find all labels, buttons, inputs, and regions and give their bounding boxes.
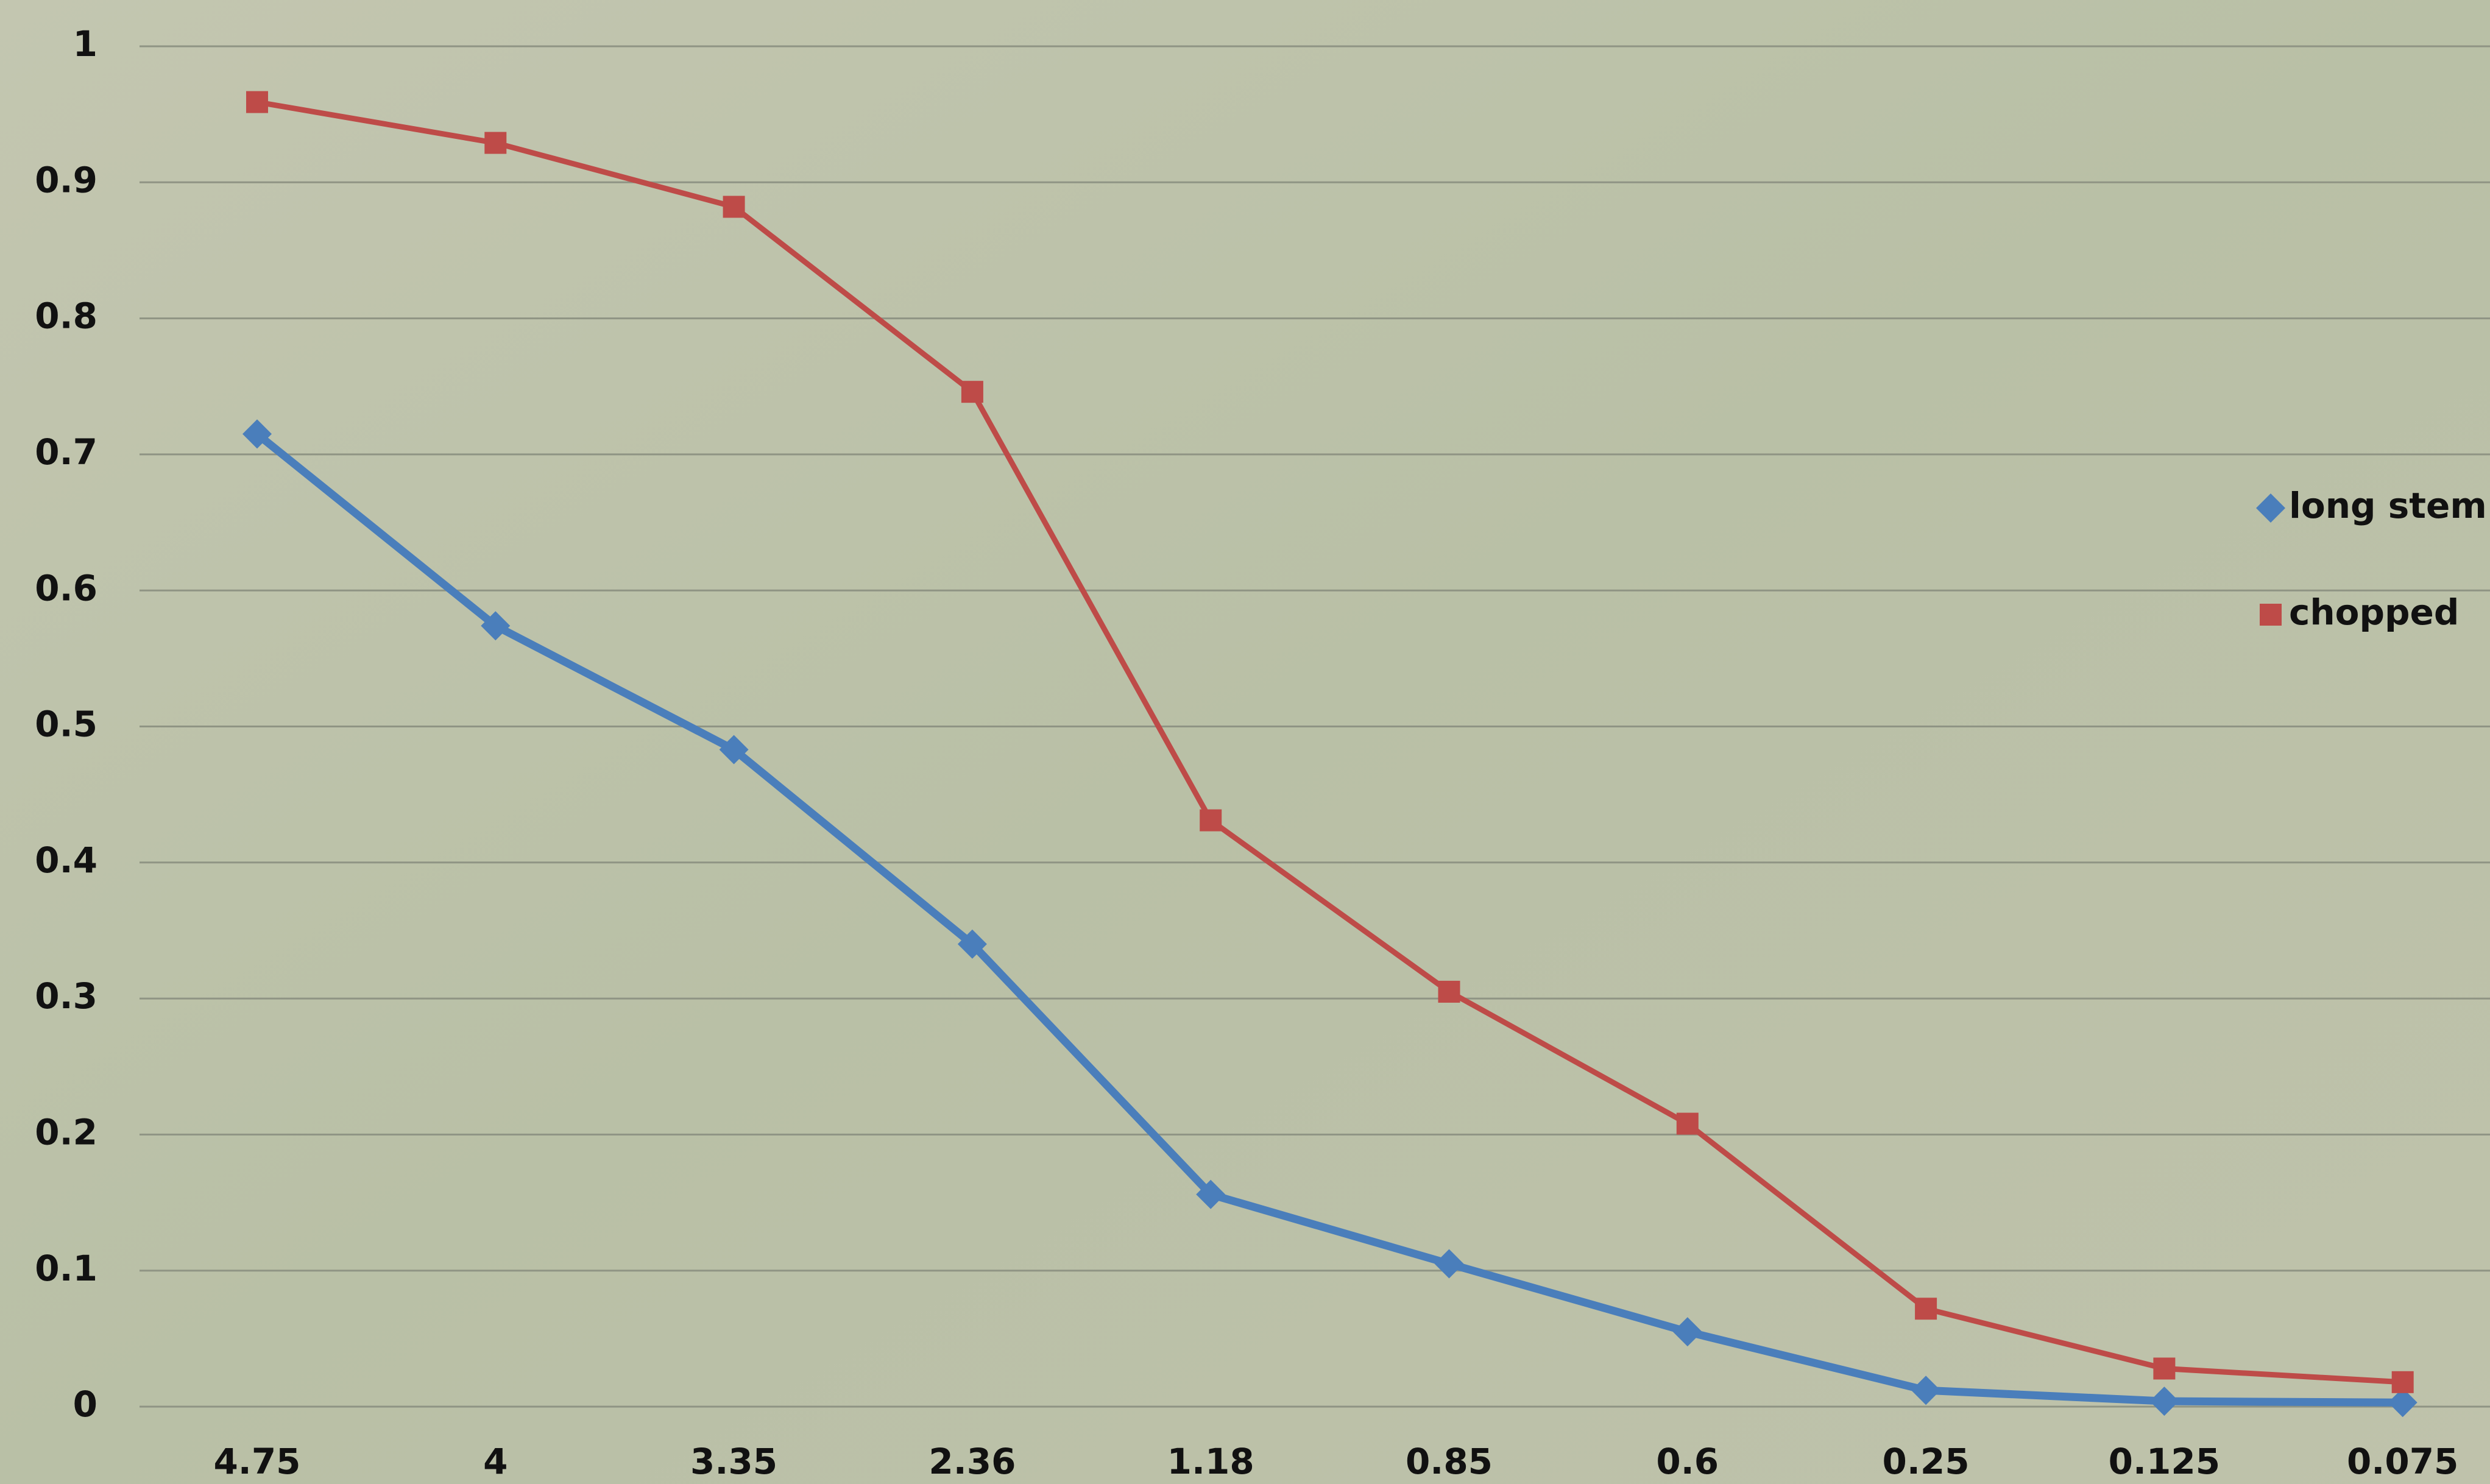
y-tick-label: 0.5 [35, 704, 97, 745]
x-tick-label: 3.35 [690, 1441, 777, 1482]
y-tick-label: 0.1 [35, 1248, 97, 1289]
x-tick-label: 4 [483, 1441, 508, 1482]
chart: 0 0.1 0.2 0.3 0.4 0.5 0.6 0.7 0.8 0.9 1 4.75 4 3.35 2.… [0, 0, 2490, 1484]
x-tick-label: 0.25 [1883, 1441, 1970, 1482]
marker [484, 132, 506, 154]
x-tick-label: 4.75 [213, 1441, 300, 1482]
marker [1200, 810, 1222, 832]
y-tick-label: 1 [73, 23, 97, 65]
x-tick-label: 0.6 [1656, 1441, 1719, 1482]
x-tick-label: 0.125 [2109, 1441, 2220, 1482]
y-tick-label: 0 [73, 1383, 97, 1425]
x-tick-label: 1.18 [1167, 1441, 1254, 1482]
marker [1915, 1298, 1937, 1320]
y-tick-label: 0.7 [35, 431, 97, 473]
y-tick-label: 0.6 [35, 567, 97, 609]
marker [723, 196, 745, 217]
y-tick-label: 0.9 [35, 159, 97, 200]
marker [1438, 981, 1460, 1003]
y-tick-label: 0.3 [35, 975, 97, 1017]
marker [2392, 1371, 2414, 1393]
y-tick-label: 0.2 [35, 1112, 97, 1153]
marker [2153, 1357, 2175, 1379]
page: {"chart_data": {"type": "line", "categor… [0, 0, 2490, 1484]
x-tick-label: 0.075 [2347, 1441, 2458, 1482]
x-tick-label: 0.85 [1406, 1441, 1493, 1482]
legend-marker [2260, 604, 2282, 626]
legend-label: chopped [2289, 592, 2459, 633]
marker [246, 91, 268, 113]
x-tick-label: 2.36 [928, 1441, 1016, 1482]
marker [961, 381, 983, 403]
legend-label: long stem [2289, 485, 2487, 526]
y-tick-label: 0.4 [35, 839, 97, 881]
y-tick-label: 0.8 [35, 295, 97, 337]
background [0, 0, 2490, 1484]
marker [1677, 1113, 1699, 1135]
